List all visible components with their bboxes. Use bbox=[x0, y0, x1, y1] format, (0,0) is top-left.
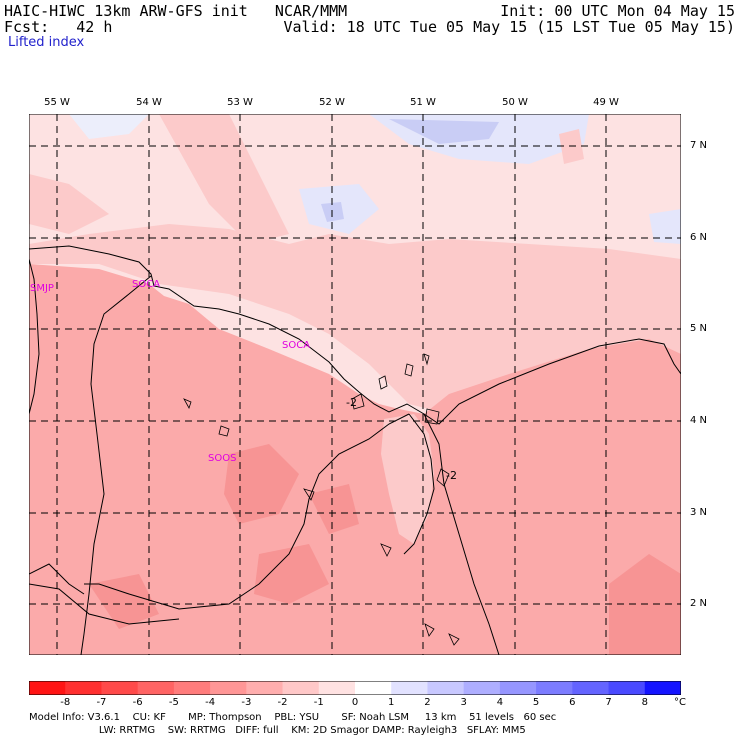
contour-label: -2 bbox=[346, 396, 357, 409]
negative-index-band bbox=[29, 174, 109, 234]
lon-label: 51 W bbox=[410, 97, 436, 108]
colorbar-tick-label: 5 bbox=[532, 697, 540, 708]
colorbar-swatch bbox=[318, 681, 356, 695]
positive-index-area bbox=[389, 119, 499, 144]
contour-lines bbox=[183, 353, 460, 646]
colorbar-tick-label: 6 bbox=[569, 697, 576, 708]
header-forecast-hour: Fcst: 42 h bbox=[4, 18, 113, 36]
lon-label: 54 W bbox=[136, 97, 162, 108]
model-info-line1: Model Info: V3.6.1 CU: KF MP: Thompson P… bbox=[29, 712, 557, 723]
lon-label: 52 W bbox=[319, 97, 345, 108]
header-valid-time: Valid: 18 UTC Tue 05 May 15 (15 LST Tue … bbox=[283, 18, 735, 36]
positive-index-area bbox=[69, 114, 149, 139]
colorbar-swatch bbox=[29, 681, 66, 695]
colorbar-tick-label: -8 bbox=[60, 697, 71, 708]
lat-label: 4 N bbox=[690, 415, 708, 426]
lon-label: 53 W bbox=[227, 97, 253, 108]
colorbar-swatch bbox=[427, 681, 465, 695]
colorbar-swatch bbox=[355, 681, 392, 695]
colorbar-tick-label: -1 bbox=[313, 697, 324, 708]
colorbar-swatch bbox=[246, 681, 284, 695]
colorbar-tick-label: -7 bbox=[96, 697, 107, 708]
contour-label: -2 bbox=[446, 469, 457, 482]
colorbar-tick-label: 8 bbox=[641, 697, 648, 708]
colorbar-swatch bbox=[644, 681, 681, 695]
strong-negative-area bbox=[224, 444, 299, 524]
model-info-line2: LW: RRTMG SW: RRTMG DIFF: full KM: 2D Sm… bbox=[29, 725, 526, 736]
colorbar-tick-label: 1 bbox=[388, 697, 395, 708]
field-name: Lifted index bbox=[8, 35, 85, 50]
colorbar-tick-label: -2 bbox=[277, 697, 288, 708]
colorbar-unit: °C bbox=[674, 697, 686, 708]
header-title: HAIC-HIWC 13km ARW-GFS init NCAR/MMM bbox=[4, 2, 348, 20]
colorbar-swatch bbox=[499, 681, 537, 695]
lifted-index-map bbox=[29, 114, 681, 655]
station-label: SMJP bbox=[30, 283, 54, 294]
lat-label: 3 N bbox=[690, 507, 708, 518]
coastlines-borders bbox=[29, 245, 681, 655]
colorbar-swatch bbox=[210, 681, 247, 695]
colorbar-tick-label: 0 bbox=[351, 697, 359, 708]
lat-label: 6 N bbox=[690, 232, 708, 243]
colorbar-swatch bbox=[536, 681, 573, 695]
colorbar-tick-label: 7 bbox=[605, 697, 612, 708]
colorbar-tick-label: -3 bbox=[241, 697, 252, 708]
positive-index-area bbox=[649, 209, 681, 244]
header-init-time: Init: 00 UTC Mon 04 May 15 bbox=[500, 2, 735, 20]
lon-label: 49 W bbox=[593, 97, 619, 108]
colorbar-swatch bbox=[463, 681, 501, 695]
colorbar bbox=[29, 681, 681, 695]
colorbar-swatch bbox=[608, 681, 646, 695]
lon-label: 50 W bbox=[502, 97, 528, 108]
land-area bbox=[29, 264, 681, 655]
amapa-light-area bbox=[381, 414, 434, 544]
colorbar-swatch bbox=[572, 681, 610, 695]
station-label: SOCA bbox=[132, 279, 161, 290]
colorbar-tick-label: -6 bbox=[132, 697, 143, 708]
lat-label: 7 N bbox=[690, 140, 708, 151]
colorbar-swatch bbox=[173, 681, 211, 695]
station-label: SOOS bbox=[208, 453, 237, 464]
negative-index-band bbox=[29, 224, 681, 414]
lon-label: 55 W bbox=[44, 97, 70, 108]
strong-negative-area bbox=[89, 574, 159, 629]
colorbar-tick-label: -4 bbox=[205, 697, 216, 708]
colorbar-tick-label: 2 bbox=[424, 697, 431, 708]
lat-label: 5 N bbox=[690, 323, 708, 334]
strong-negative-area bbox=[309, 484, 359, 534]
colorbar-swatch bbox=[101, 681, 139, 695]
colorbar-swatch bbox=[391, 681, 428, 695]
station-label: SOCA bbox=[282, 340, 311, 351]
colorbar-tick-label: 3 bbox=[460, 697, 467, 708]
colorbar-swatch bbox=[137, 681, 175, 695]
lat-label: 2 N bbox=[690, 598, 708, 609]
colorbar-tick-label: -5 bbox=[168, 697, 179, 708]
strong-negative-area bbox=[254, 544, 329, 604]
colorbar-swatch bbox=[282, 681, 320, 695]
graticule bbox=[29, 114, 681, 655]
colorbar-tick-label: 4 bbox=[496, 697, 504, 708]
colorbar-swatch bbox=[65, 681, 102, 695]
